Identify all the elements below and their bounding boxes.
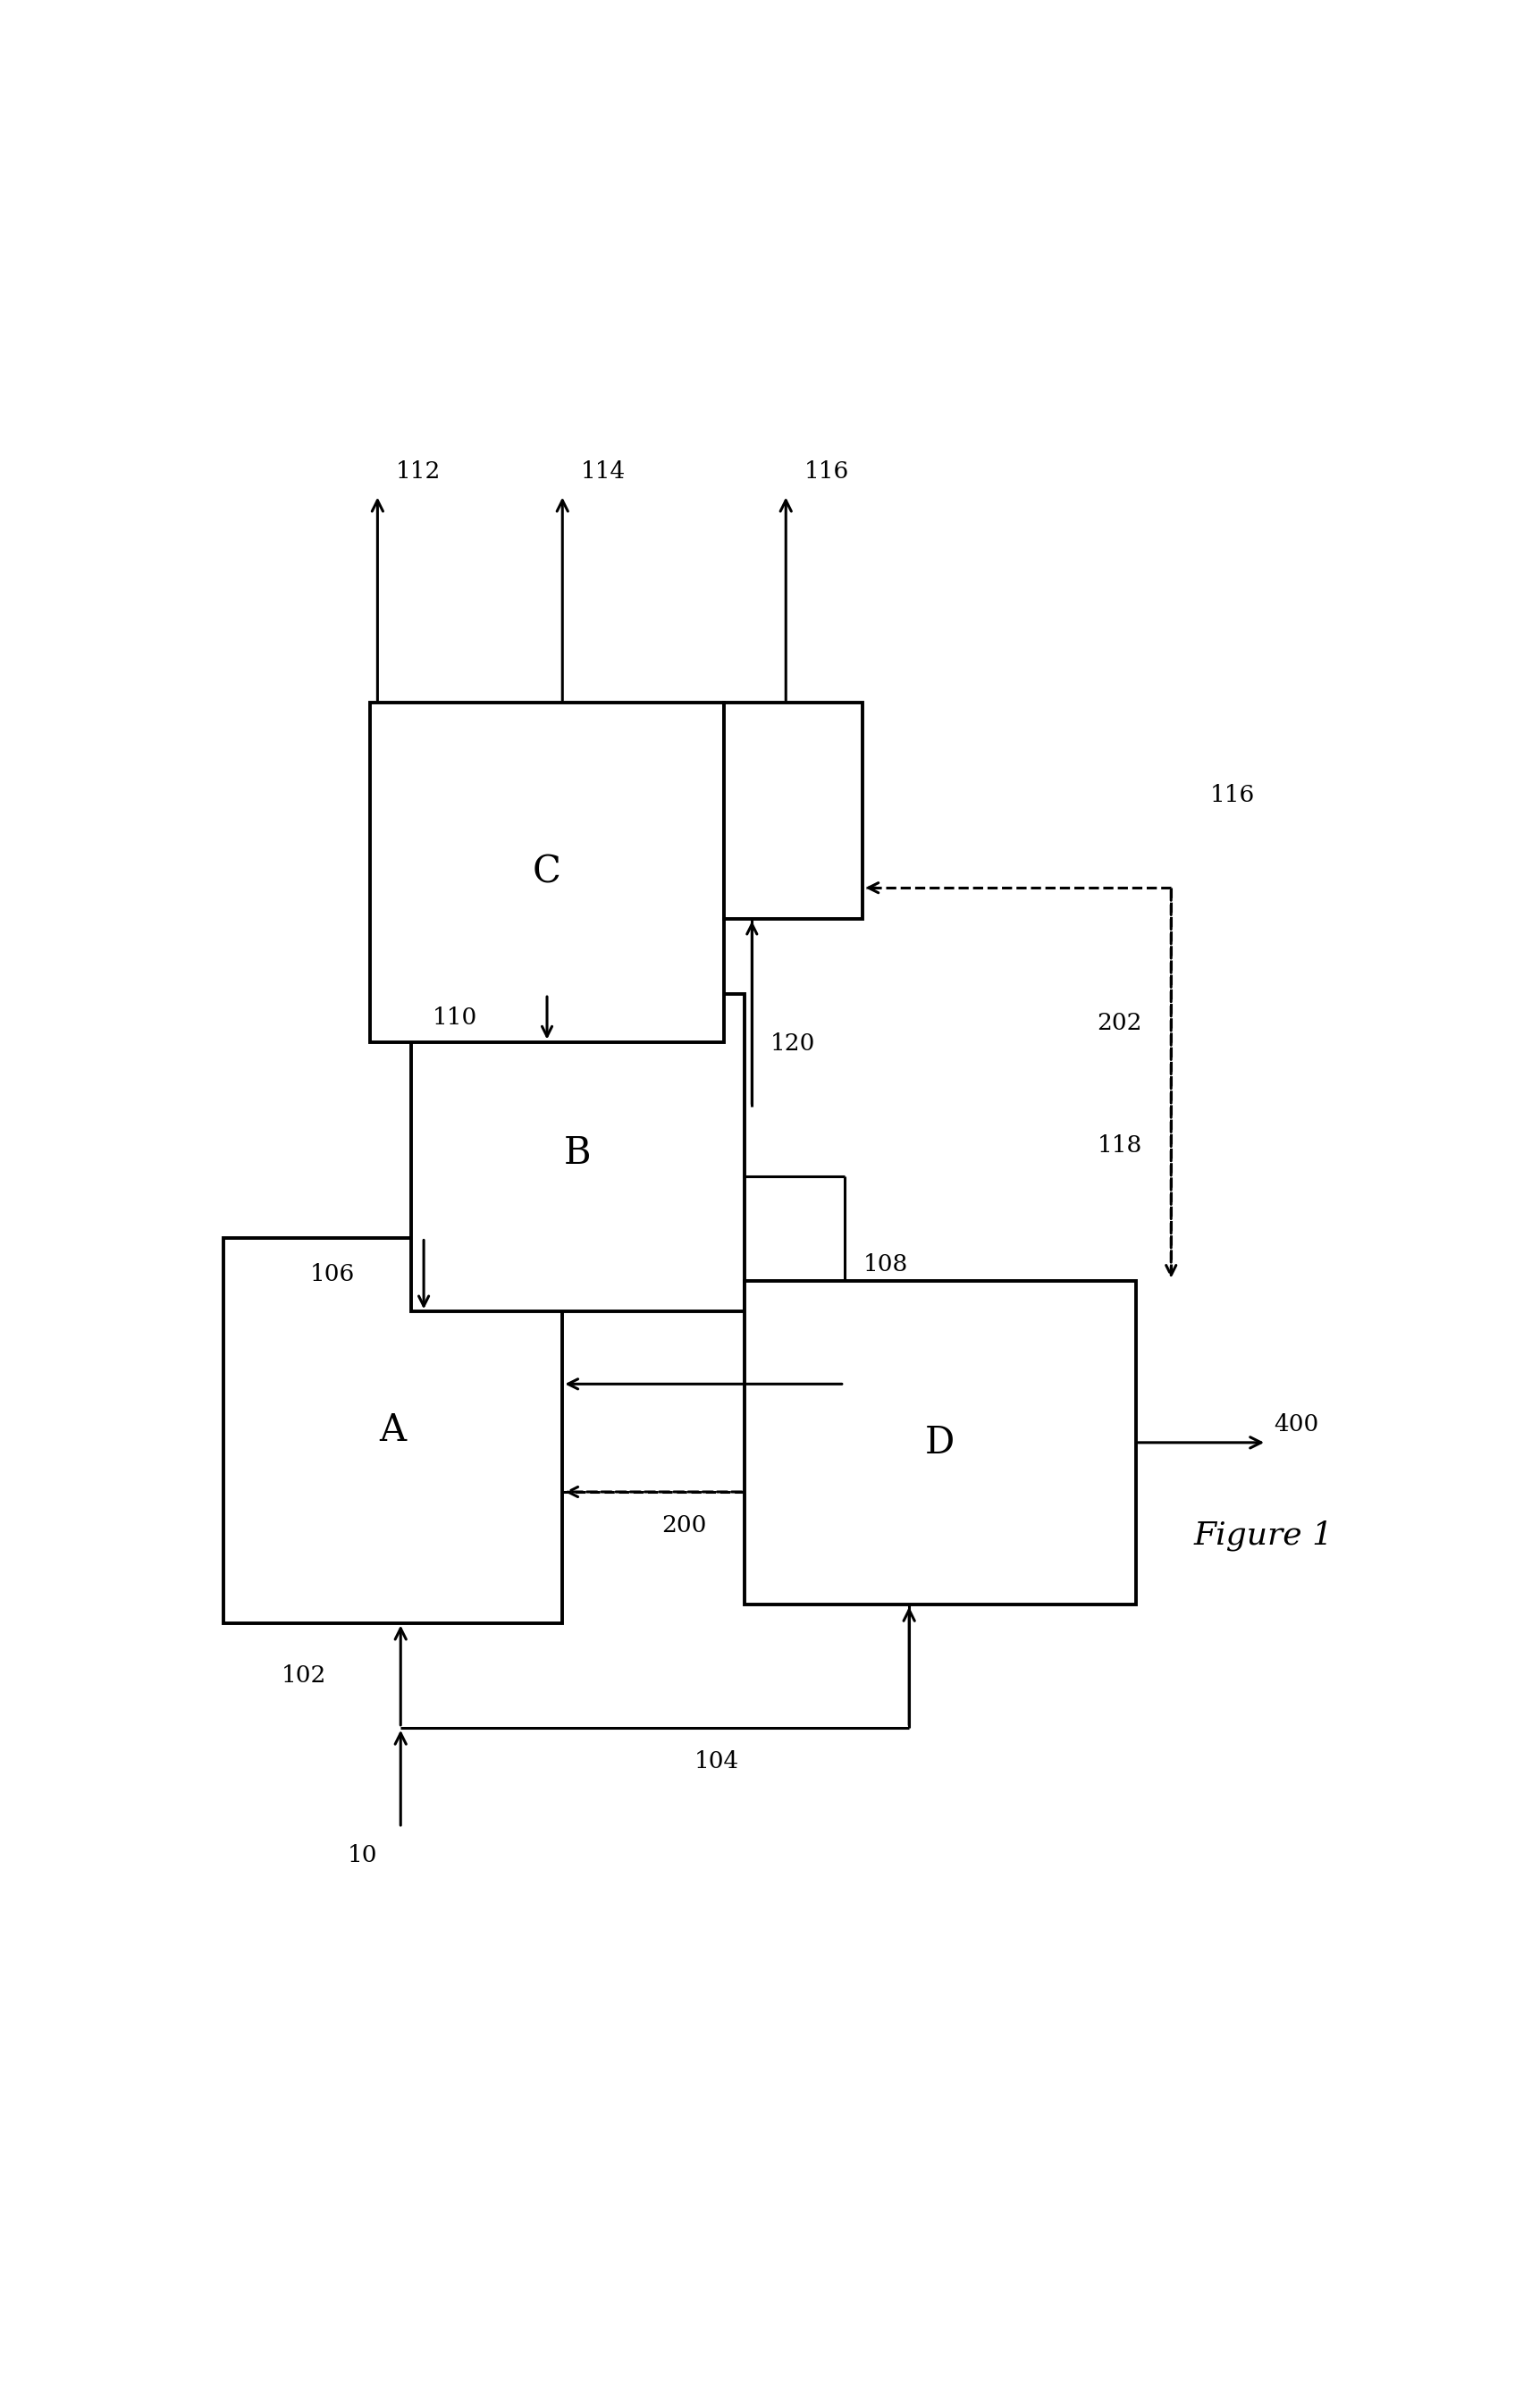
Text: 102: 102 bbox=[282, 1665, 326, 1686]
Text: 10: 10 bbox=[346, 1844, 377, 1866]
Text: B: B bbox=[564, 1134, 591, 1172]
Text: 112: 112 bbox=[396, 462, 440, 483]
Text: 116: 116 bbox=[804, 462, 849, 483]
Text: 104: 104 bbox=[693, 1751, 739, 1772]
Text: 106: 106 bbox=[310, 1263, 354, 1287]
Text: 400: 400 bbox=[1274, 1414, 1318, 1435]
Text: D: D bbox=[924, 1423, 955, 1462]
Text: 116: 116 bbox=[1209, 785, 1254, 806]
Bar bbox=[724, 703, 862, 919]
Bar bbox=[411, 995, 744, 1311]
Text: 120: 120 bbox=[770, 1033, 815, 1055]
Text: 202: 202 bbox=[1096, 1012, 1141, 1033]
Bar bbox=[223, 1237, 562, 1622]
Text: 114: 114 bbox=[581, 462, 625, 483]
Text: 110: 110 bbox=[433, 1007, 477, 1029]
Text: A: A bbox=[379, 1411, 407, 1450]
Text: 108: 108 bbox=[862, 1253, 907, 1275]
Bar bbox=[744, 1280, 1135, 1605]
Text: 118: 118 bbox=[1096, 1134, 1141, 1158]
Text: 200: 200 bbox=[661, 1514, 707, 1538]
Text: C: C bbox=[533, 854, 561, 892]
Text: Figure 1: Figure 1 bbox=[1194, 1519, 1332, 1550]
Bar bbox=[370, 703, 724, 1043]
